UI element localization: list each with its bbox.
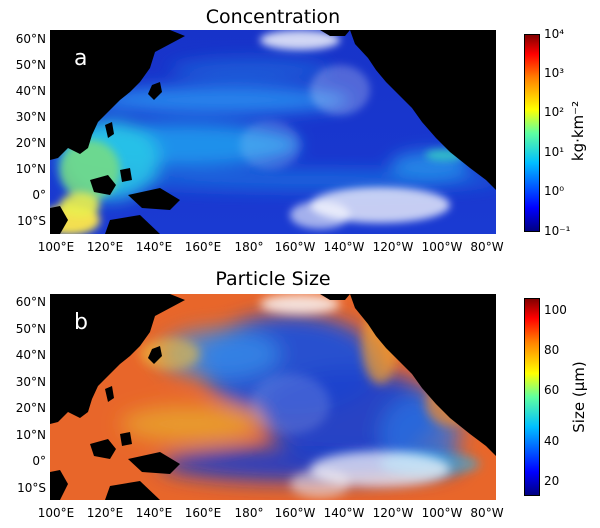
panel-a-colorbar-label: kg·km⁻²	[569, 100, 587, 162]
panel-b-letter: b	[74, 310, 88, 335]
lat-tick: 50°N	[15, 322, 46, 336]
lon-tick: 80°W	[470, 240, 504, 254]
colorbar-tick: 60	[544, 383, 560, 397]
lat-tick: 30°N	[15, 110, 46, 124]
colorbar-tick: 40	[544, 434, 560, 448]
particle-size-map	[50, 294, 496, 500]
lon-tick: 120°W	[372, 506, 414, 520]
lon-tick: 160°E	[184, 240, 222, 254]
lat-tick: 30°N	[15, 375, 46, 389]
lon-tick: 180°	[234, 240, 264, 254]
lon-tick: 100°W	[421, 506, 463, 520]
colorbar-tick: 100	[544, 303, 567, 317]
lat-tick: 10°N	[15, 162, 46, 176]
colorbar-tick: 10⁻¹	[544, 224, 571, 238]
colorbar-tick: 20	[544, 474, 560, 488]
colorbar-tick: 10²	[544, 105, 565, 119]
lat-tick: 0°	[32, 188, 46, 202]
colorbar-tick: 10⁰	[544, 184, 565, 198]
lon-tick: 120°E	[86, 240, 124, 254]
lon-tick: 120°E	[86, 506, 124, 520]
lat-tick: 40°N	[15, 348, 46, 362]
lon-tick: 160°E	[184, 506, 222, 520]
lat-tick: 0°	[32, 454, 46, 468]
lon-tick: 140°E	[135, 506, 173, 520]
lon-tick: 100°E	[37, 506, 75, 520]
lon-tick: 160°W	[274, 506, 316, 520]
lon-tick: 180°	[234, 506, 264, 520]
lat-tick: 10°S	[17, 214, 46, 228]
lat-tick: 50°N	[15, 58, 46, 72]
lon-tick: 100°E	[37, 240, 75, 254]
lat-tick: 60°N	[15, 32, 46, 46]
lon-tick: 120°W	[372, 240, 414, 254]
colorbar-tick: 10⁴	[544, 27, 565, 41]
lat-tick: 10°S	[17, 481, 46, 495]
panel-b-title: Particle Size	[215, 268, 331, 290]
lat-tick: 10°N	[15, 428, 46, 442]
colorbar-tick: 10³	[544, 66, 565, 80]
panel-b-colorbar-label: Size (μm)	[570, 361, 588, 433]
panel-b-colorbar	[524, 298, 540, 496]
panel-a-letter: a	[74, 46, 88, 71]
lon-tick: 100°W	[421, 240, 463, 254]
lon-tick: 140°W	[323, 506, 365, 520]
lat-tick: 20°N	[15, 136, 46, 150]
lon-tick: 140°W	[323, 240, 365, 254]
lat-tick: 40°N	[15, 84, 46, 98]
colorbar-tick: 10¹	[544, 145, 565, 159]
concentration-map	[50, 30, 496, 234]
lat-tick: 20°N	[15, 401, 46, 415]
lat-tick: 60°N	[15, 295, 46, 309]
lon-tick: 80°W	[470, 506, 504, 520]
colorbar-tick: 80	[544, 343, 560, 357]
panel-a-colorbar	[524, 34, 540, 232]
lon-tick: 140°E	[135, 240, 173, 254]
panel-a-title: Concentration	[205, 6, 341, 28]
lon-tick: 160°W	[274, 240, 316, 254]
